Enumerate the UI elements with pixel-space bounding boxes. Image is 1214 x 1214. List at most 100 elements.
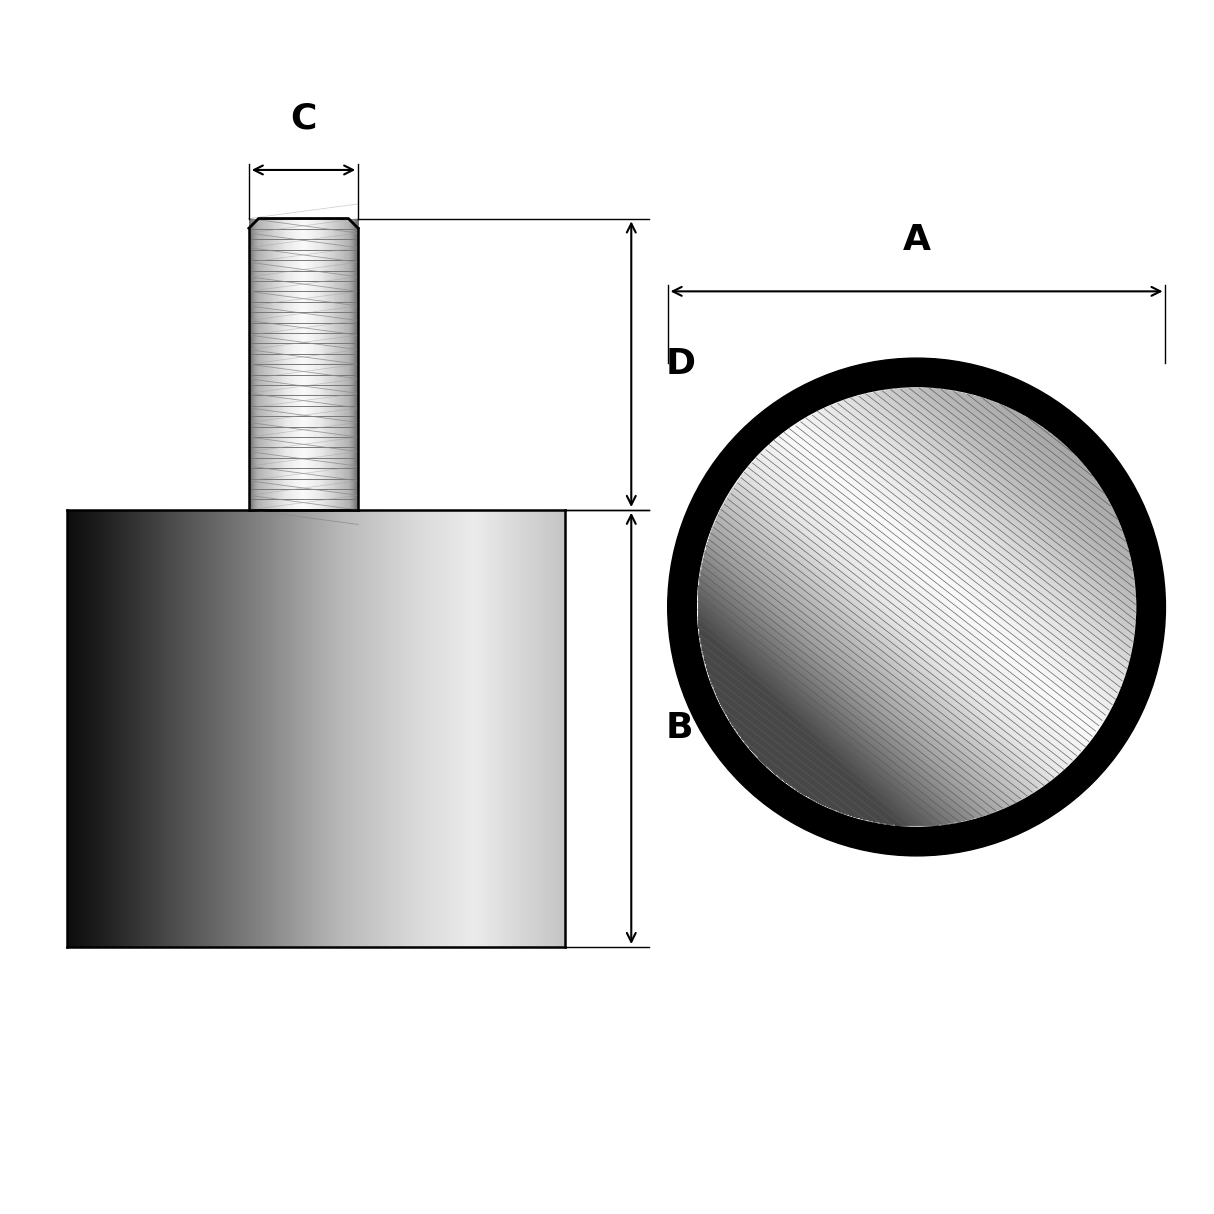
Bar xyxy=(517,510,520,947)
Bar xyxy=(134,510,136,947)
Bar xyxy=(376,510,379,947)
Bar xyxy=(452,510,454,947)
Bar xyxy=(346,510,348,947)
Bar xyxy=(353,219,356,510)
Bar xyxy=(255,510,257,947)
Bar xyxy=(143,510,146,947)
Bar xyxy=(481,510,483,947)
Bar xyxy=(200,510,203,947)
Bar xyxy=(463,510,465,947)
Bar xyxy=(153,510,155,947)
Bar xyxy=(358,510,361,947)
Bar xyxy=(249,510,251,947)
Bar xyxy=(302,510,305,947)
Bar xyxy=(306,510,308,947)
Bar xyxy=(330,510,333,947)
Bar xyxy=(478,510,481,947)
Bar xyxy=(313,219,314,510)
Bar xyxy=(480,510,482,947)
Bar xyxy=(271,510,273,947)
Bar xyxy=(354,510,357,947)
Bar xyxy=(475,510,477,947)
Bar xyxy=(288,510,290,947)
Bar xyxy=(541,510,544,947)
Bar xyxy=(259,510,261,947)
Bar xyxy=(381,510,384,947)
Bar xyxy=(490,510,493,947)
Bar xyxy=(299,219,300,510)
Bar xyxy=(345,219,347,510)
Bar xyxy=(563,510,566,947)
Bar xyxy=(518,510,521,947)
Bar xyxy=(279,219,282,510)
Bar xyxy=(425,510,427,947)
Bar xyxy=(465,510,467,947)
Bar xyxy=(69,510,72,947)
Bar xyxy=(395,510,397,947)
Bar xyxy=(262,219,265,510)
Bar xyxy=(294,219,296,510)
Bar xyxy=(522,510,524,947)
Bar xyxy=(287,510,289,947)
Bar xyxy=(236,510,238,947)
Bar xyxy=(311,510,313,947)
Bar xyxy=(393,510,396,947)
Bar xyxy=(533,510,535,947)
Bar xyxy=(295,219,297,510)
Bar xyxy=(450,510,453,947)
Bar xyxy=(408,510,410,947)
Bar xyxy=(154,510,157,947)
Bar xyxy=(141,510,144,947)
Bar xyxy=(402,510,404,947)
Bar xyxy=(251,219,254,510)
Bar xyxy=(350,219,351,510)
Bar xyxy=(327,219,328,510)
Bar xyxy=(334,510,336,947)
Bar xyxy=(538,510,541,947)
Bar xyxy=(543,510,545,947)
Bar xyxy=(351,219,353,510)
Bar xyxy=(328,219,330,510)
Bar xyxy=(90,510,92,947)
Bar xyxy=(289,510,293,947)
Bar xyxy=(290,219,291,510)
Bar xyxy=(314,219,317,510)
Bar xyxy=(473,510,476,947)
Bar xyxy=(176,510,178,947)
Bar xyxy=(161,510,164,947)
Bar xyxy=(444,510,447,947)
Bar xyxy=(270,219,272,510)
Bar xyxy=(437,510,439,947)
Bar xyxy=(189,510,192,947)
Bar xyxy=(265,219,267,510)
Bar xyxy=(305,219,306,510)
Bar xyxy=(254,510,256,947)
Bar xyxy=(340,219,342,510)
Bar xyxy=(198,510,200,947)
Bar xyxy=(140,510,143,947)
Bar xyxy=(362,510,364,947)
Bar xyxy=(255,219,256,510)
Bar xyxy=(125,510,127,947)
Bar xyxy=(313,510,316,947)
Bar xyxy=(379,510,381,947)
Bar xyxy=(274,510,277,947)
Bar xyxy=(333,510,335,947)
Bar xyxy=(80,510,83,947)
Bar xyxy=(370,510,373,947)
Bar xyxy=(291,510,294,947)
Bar xyxy=(216,510,219,947)
Bar xyxy=(308,219,311,510)
Bar xyxy=(336,510,339,947)
Bar xyxy=(524,510,527,947)
Bar xyxy=(318,219,320,510)
Bar xyxy=(132,510,135,947)
Bar xyxy=(83,510,85,947)
Bar xyxy=(335,510,337,947)
Bar xyxy=(178,510,181,947)
Bar xyxy=(266,510,268,947)
Bar xyxy=(155,510,158,947)
Bar xyxy=(488,510,490,947)
Bar xyxy=(454,510,456,947)
Bar xyxy=(382,510,385,947)
